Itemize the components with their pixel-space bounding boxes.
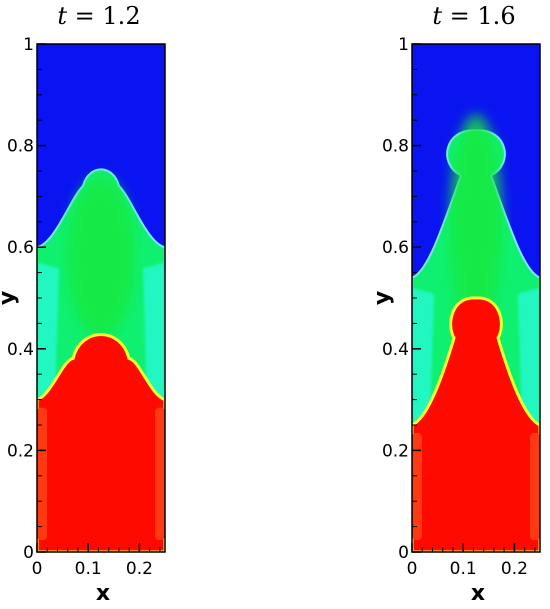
x-tick-label: 0 bbox=[407, 559, 418, 579]
left-shelf-region bbox=[412, 287, 434, 425]
y-tick-label: 0.2 bbox=[7, 441, 34, 461]
y-tick-label: 0 bbox=[398, 543, 409, 563]
y-tick-label: 1 bbox=[23, 35, 34, 55]
y-axis-title: y bbox=[0, 291, 20, 305]
panel-1: 0 0.2 0.4 0.6 0.8 1 0 0.1 0.2 x y t = 1.2 bbox=[0, 2, 166, 606]
middle-fluid-core bbox=[67, 177, 135, 338]
y-tick-label: 0.8 bbox=[7, 137, 34, 157]
y-tick-label: 0.6 bbox=[382, 238, 409, 258]
x-tick-label: 0.2 bbox=[126, 559, 153, 579]
bottom-fluid-region bbox=[412, 296, 540, 552]
panel-2: 0 0.2 0.4 0.6 0.8 1 0 0.1 0.2 x y t = 1.6 bbox=[370, 2, 541, 606]
y-tick-label: 1 bbox=[398, 35, 409, 55]
right-shelf-region bbox=[518, 287, 540, 425]
left-wall-layer bbox=[37, 407, 47, 540]
right-wall-layer bbox=[530, 433, 540, 540]
contour-field bbox=[412, 44, 540, 552]
y-tick-label: 0.2 bbox=[382, 441, 409, 461]
y-tick-label: 0.6 bbox=[7, 238, 34, 258]
y-tick-label: 0.8 bbox=[382, 137, 409, 157]
x-tick-label: 0.1 bbox=[450, 559, 477, 579]
x-axis-title: x bbox=[471, 581, 485, 606]
panel-title: t = 1.6 bbox=[432, 2, 515, 30]
right-shelf-region bbox=[143, 262, 165, 400]
y-tick-label: 0.4 bbox=[7, 340, 34, 360]
left-shelf-region bbox=[37, 262, 59, 400]
middle-fluid-core bbox=[450, 114, 502, 335]
x-tick-label: 0 bbox=[32, 559, 43, 579]
bottom-fluid-region bbox=[37, 333, 165, 552]
y-axis-title: y bbox=[370, 291, 395, 305]
y-tick-label: 0.4 bbox=[382, 340, 409, 360]
x-axis-title: x bbox=[96, 581, 110, 606]
x-tick-label: 0.1 bbox=[75, 559, 102, 579]
y-tick-label: 0 bbox=[23, 543, 34, 563]
panel-title: t = 1.2 bbox=[57, 2, 140, 30]
x-tick-label: 0.2 bbox=[501, 559, 528, 579]
contour-field bbox=[37, 44, 165, 552]
left-wall-layer bbox=[412, 433, 422, 540]
right-wall-layer bbox=[155, 407, 165, 540]
